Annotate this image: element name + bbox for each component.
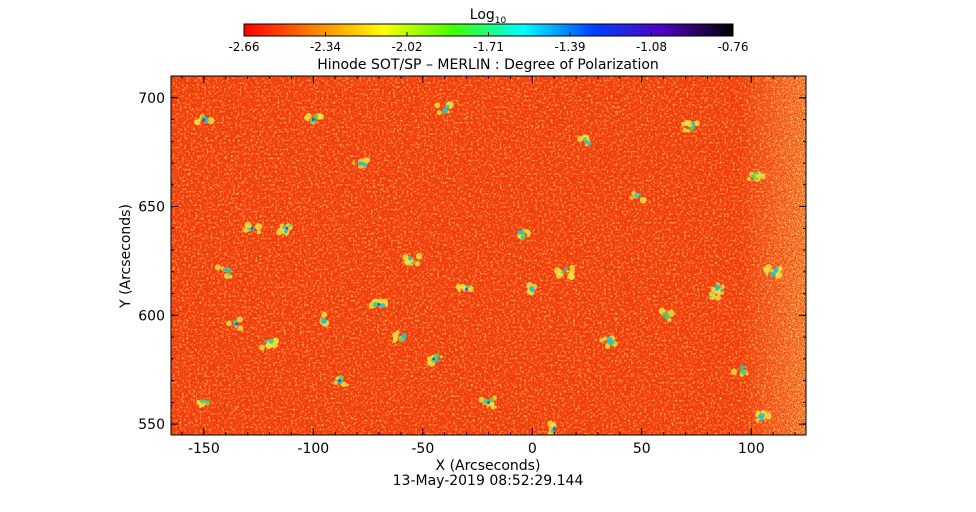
x-tick-label: 50	[633, 441, 651, 457]
x-tick-label: -50	[411, 441, 434, 457]
y-tick-label: 700	[138, 91, 165, 107]
y-tick-label: 650	[138, 200, 165, 216]
x-tick-label: -100	[297, 441, 329, 457]
colorbar-tick-label: -1.08	[636, 40, 667, 54]
y-tick-label: 600	[138, 308, 165, 324]
x-axis-label: X (Arcseconds)	[436, 458, 541, 474]
colorbar-tick-label: -0.76	[717, 40, 748, 54]
colorbar-tick-label: -1.71	[473, 40, 504, 54]
colorbar-tick-label: -2.66	[228, 40, 259, 54]
y-axis: 550 600 650 700	[138, 75, 806, 433]
x-tick-label: 0	[528, 441, 537, 457]
x-tick-label: 100	[738, 441, 765, 457]
colorbar-tick-label: -2.34	[310, 40, 341, 54]
y-axis-label: Y (Arcseconds)	[118, 204, 134, 309]
x-tick-label: -150	[188, 441, 220, 457]
plot-title: Hinode SOT/SP – MERLIN : Degree of Polar…	[317, 57, 659, 73]
x-axis: -150 -100 -50 0 50 100	[181, 76, 796, 457]
colorbar-title: Log10	[470, 7, 507, 26]
colorbar-tick-label: -2.02	[391, 40, 422, 54]
timestamp: 13-May-2019 08:52:29.144	[393, 473, 584, 489]
polarization-map	[171, 76, 806, 435]
colorbar: Log10 -2.66 -2.34 -2.02 -1.71 -1.39 -1.08 -0.7…	[228, 7, 748, 54]
y-tick-label: 550	[138, 417, 165, 433]
colorbar-tick-label: -1.39	[554, 40, 585, 54]
colorbar-ticks: -2.66 -2.34 -2.02 -1.71 -1.39 -1.08 -0.76	[228, 32, 749, 54]
